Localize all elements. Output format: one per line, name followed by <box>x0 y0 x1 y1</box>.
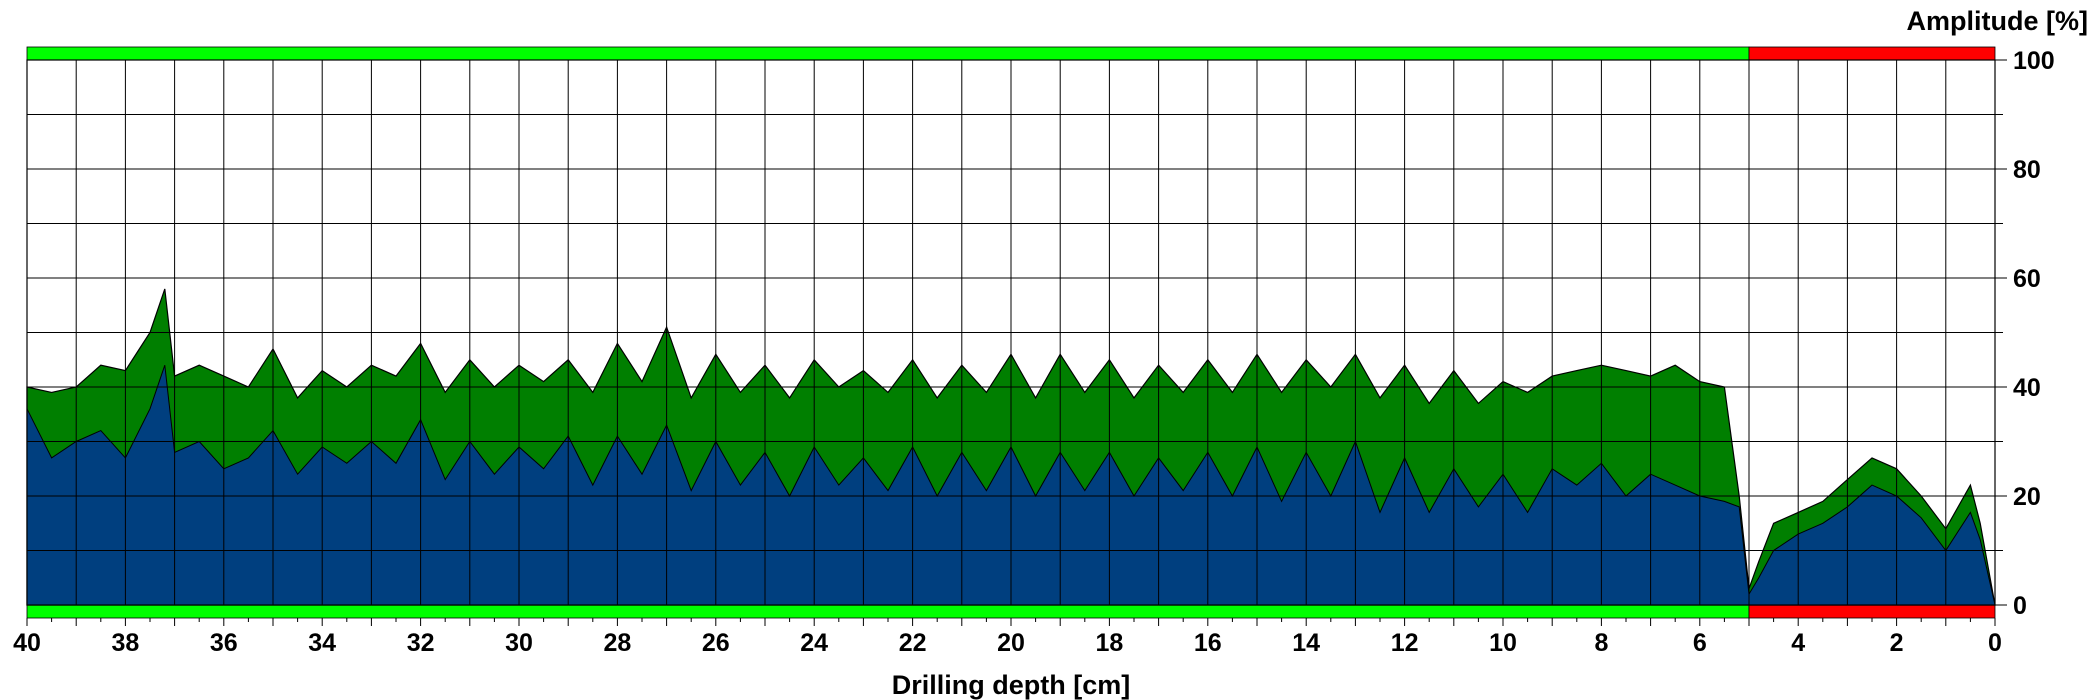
y-tick-label: 0 <box>2013 592 2027 620</box>
x-tick-label: 30 <box>505 629 533 657</box>
x-tick-label: 20 <box>997 629 1025 657</box>
x-axis-title: Drilling depth [cm] <box>892 670 1131 700</box>
x-tick-label: 12 <box>1391 629 1419 657</box>
x-axis-ticks: 40 38 36 34 32 30 28 26 24 22 20 18 16 14 12 10 8 6 4 2 0 <box>13 618 2002 657</box>
x-tick-label: 6 <box>1693 629 1707 657</box>
status-segment-top-1 <box>1748 46 1996 61</box>
x-tick-label: 14 <box>1292 629 1320 657</box>
x-tick-label: 10 <box>1489 629 1517 657</box>
x-tick-label: 2 <box>1890 629 1904 657</box>
x-tick-label: 40 <box>13 629 41 657</box>
x-tick-label: 26 <box>702 629 730 657</box>
y-axis-ticks: 0 20 40 60 80 100 <box>1995 47 2055 620</box>
x-tick-label: 34 <box>308 629 336 657</box>
y-axis-title: Amplitude [%] <box>1907 6 2089 36</box>
y-tick-label: 80 <box>2013 156 2041 184</box>
status-bar-top <box>26 46 1996 61</box>
x-tick-label: 32 <box>407 629 435 657</box>
grid-lines <box>26 59 2003 606</box>
x-tick-label: 0 <box>1988 629 2002 657</box>
plot-frame <box>26 59 1996 606</box>
status-segment-bottom-0 <box>26 604 1750 619</box>
x-tick-label: 36 <box>210 629 238 657</box>
y-tick-label: 40 <box>2013 374 2041 402</box>
y-tick-label: 60 <box>2013 265 2041 293</box>
y-tick-label: 20 <box>2013 483 2041 511</box>
x-tick-label: 4 <box>1791 629 1805 657</box>
x-tick-label: 24 <box>800 629 828 657</box>
x-tick-label: 38 <box>111 629 139 657</box>
x-tick-label: 22 <box>899 629 927 657</box>
x-tick-label: 18 <box>1095 629 1123 657</box>
status-bar-bottom <box>26 604 1996 619</box>
x-tick-label: 28 <box>603 629 631 657</box>
status-segment-top-0 <box>26 46 1750 61</box>
status-segment-bottom-1 <box>1748 604 1996 619</box>
x-tick-label: 8 <box>1594 629 1608 657</box>
y-tick-label: 100 <box>2013 47 2055 75</box>
x-tick-label: 16 <box>1194 629 1222 657</box>
